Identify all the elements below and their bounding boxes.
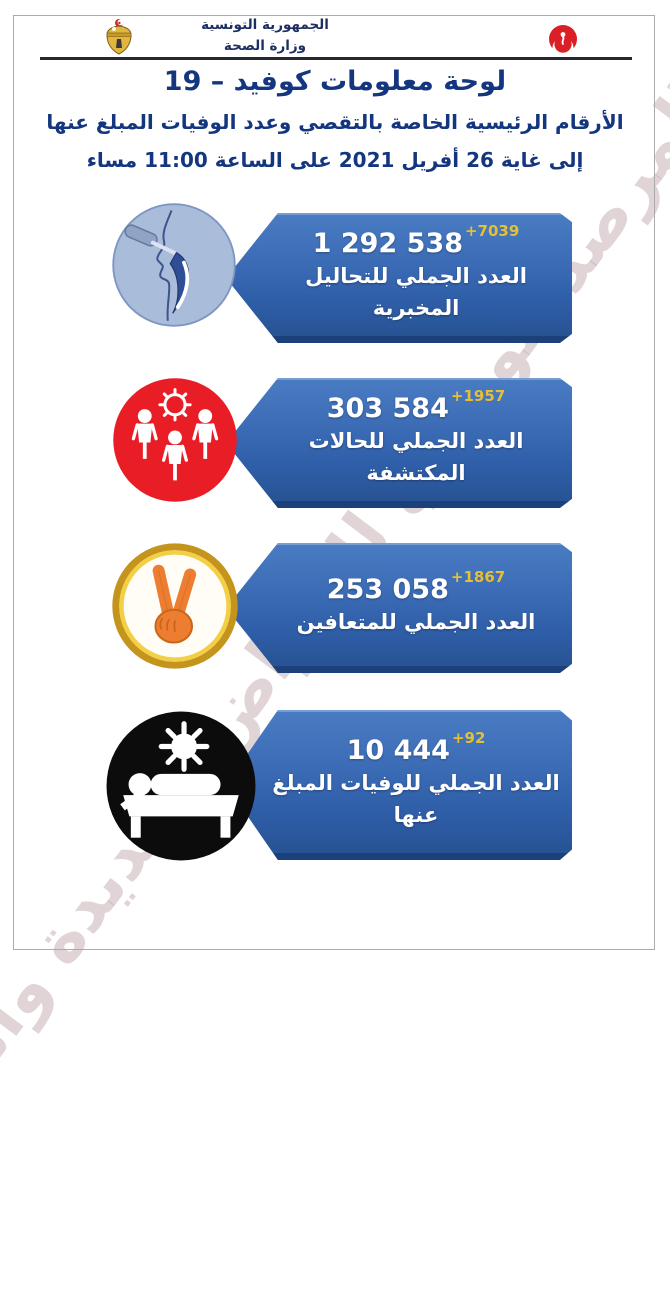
stat-label: العدد الجملي للمتعافين (296, 609, 536, 634)
stat-label: العدد الجملي للوفيات المبلغ عنها (272, 771, 560, 827)
stat-banner: 303 584 +1957 العدد الجملي للحالات المكت… (226, 378, 572, 508)
page-title: لوحة معلومات كوفيد – 19 (163, 66, 507, 97)
page-border-frame (13, 15, 655, 950)
ministry-title: وزارة الصحة (223, 38, 307, 54)
stat-value-row: 1 292 538 +7039 (312, 222, 520, 259)
stat-value-row: 10 444 +92 (346, 729, 486, 766)
header-divider-line (40, 57, 632, 60)
stat-banner: 1 292 538 +7039 العدد الجملي للتحاليل ال… (226, 213, 572, 343)
stat-value: 253 058 (326, 573, 449, 605)
stat-label: العدد الجملي للحالات المكتشفة (308, 429, 524, 485)
stat-delta: +1957 (450, 387, 506, 405)
stat-value: 1 292 538 (312, 228, 463, 259)
victory-hand-icon (112, 543, 238, 669)
ministry-of-health-logo-icon (548, 24, 578, 59)
page-subtitle-date: إلى غاية 26 أفريل 2021 على الساعة 11:00 … (86, 148, 584, 172)
stat-delta: +7039 (464, 222, 520, 240)
stat-value-row: 303 584 +1957 (326, 387, 505, 424)
stat-value-row: 253 058 +1867 (326, 568, 505, 605)
page-subtitle-main: الأرقام الرئيسية الخاصة بالتقصي وعدد الو… (46, 110, 624, 134)
stat-banner: 10 444 +92 العدد الجملي للوفيات المبلغ ع… (226, 710, 572, 860)
stat-delta: +1867 (450, 567, 506, 586)
stat-banner: 253 058 +1867 العدد الجملي للمتعافين (226, 543, 572, 673)
stat-value: 10 444 (346, 735, 450, 766)
death-bed-icon (105, 710, 257, 862)
stat-delta: +92 (451, 729, 486, 747)
nasal-swab-test-icon (112, 203, 236, 327)
infected-people-icon (112, 377, 238, 503)
government-title: الجمهورية التونسية (201, 17, 329, 33)
tunisia-coat-of-arms-icon (103, 18, 135, 60)
stat-label: العدد الجملي للتحاليل المخبرية (305, 264, 527, 320)
stat-value: 303 584 (326, 393, 449, 424)
